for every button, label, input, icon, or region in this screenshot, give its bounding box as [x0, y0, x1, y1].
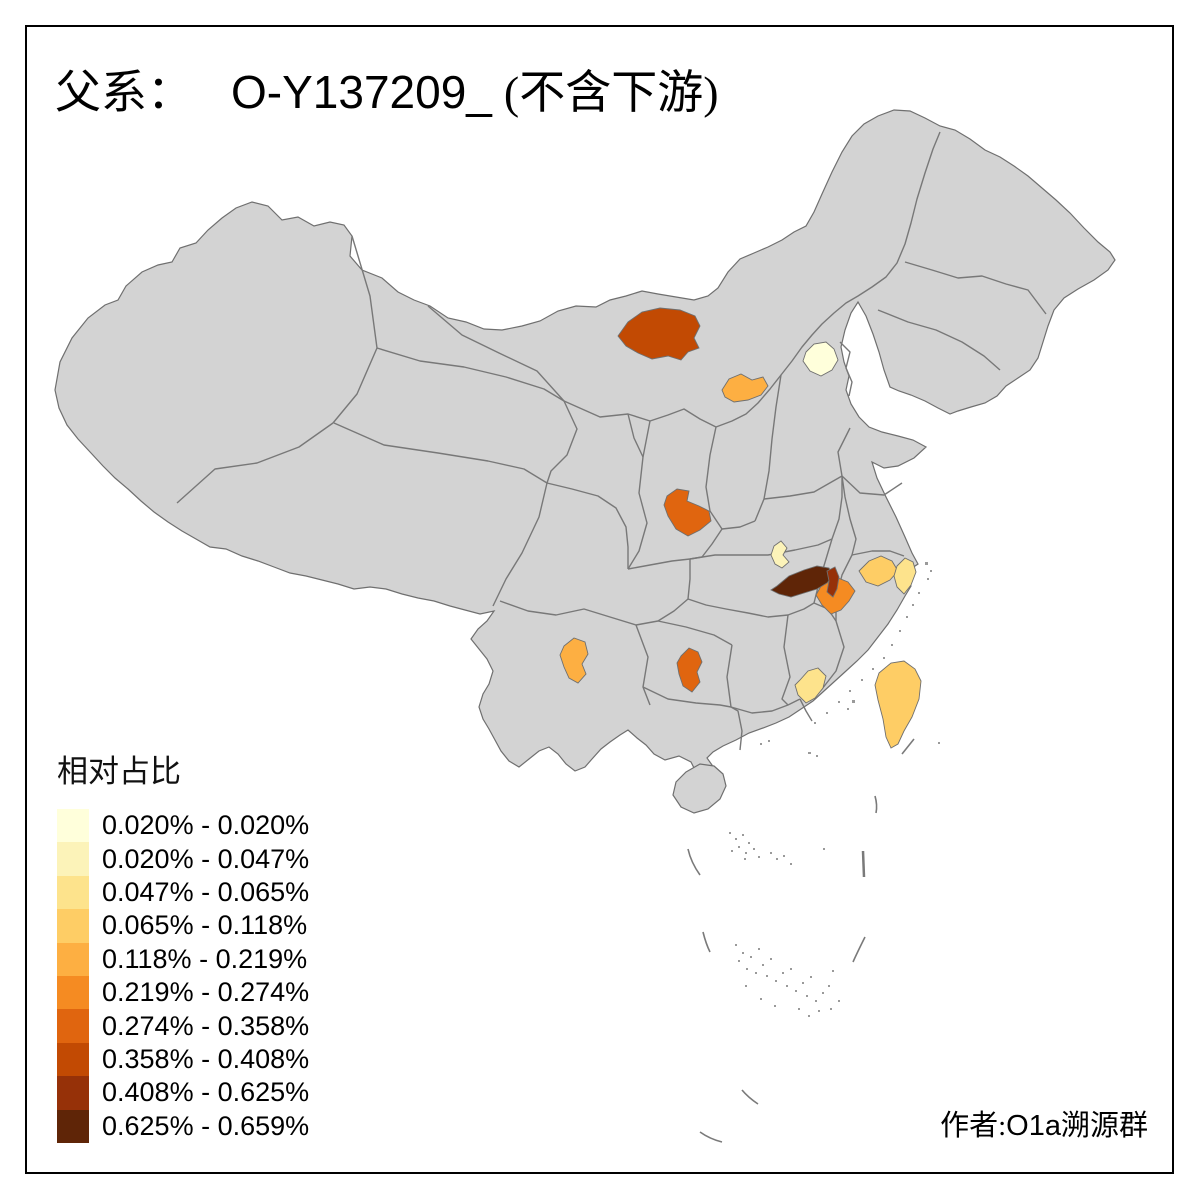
legend-swatch	[57, 909, 89, 943]
legend-item: 0.118% - 0.219%	[57, 942, 309, 976]
legend-item: 0.408% - 0.625%	[57, 1076, 310, 1110]
legend-item: 0.047% - 0.065%	[57, 875, 310, 910]
map-region-yunnan-central	[559, 637, 589, 684]
legend-label: 0.020% - 0.020%	[102, 810, 310, 841]
legend-label: 0.047% - 0.065%	[102, 876, 310, 907]
legend-item: 0.219% - 0.274%	[57, 975, 310, 1010]
map-region-hubei-central-strip	[826, 566, 840, 598]
south-china-sea-islands	[687, 738, 915, 1143]
legend-label: 0.358% - 0.408%	[102, 1043, 310, 1074]
legend-swatch	[57, 1009, 89, 1043]
map-region-guizhou-central	[676, 647, 703, 693]
legend-swatch	[57, 1109, 89, 1143]
legend-item: 0.625% - 0.659%	[57, 1109, 310, 1143]
legend-swatch	[57, 942, 89, 976]
map-region-taiwan	[874, 660, 922, 749]
legend-swatch	[57, 1076, 89, 1110]
legend-label: 0.625% - 0.659%	[102, 1110, 310, 1141]
map-region-inner-mongolia-west	[617, 307, 701, 361]
author-latin: O1a	[1006, 1110, 1061, 1142]
map-region-hubei-northwest-pale	[770, 540, 790, 569]
author-suffix: 溯源群	[1060, 1110, 1148, 1142]
author-prefix: 作者:	[940, 1110, 1007, 1142]
legend-swatch	[57, 842, 89, 876]
legend-label: 0.065% - 0.118%	[102, 910, 308, 941]
china-mainland-shape	[54, 109, 1116, 791]
title-suffix: (不含下游)	[503, 67, 719, 118]
legend-item: 0.020% - 0.020%	[57, 809, 310, 843]
map-region-hubei-west-darkest	[770, 565, 834, 598]
plot-frame	[25, 25, 1174, 1174]
legend-swatch	[57, 975, 89, 1010]
map-title: 父系： O-Y137209_ (不含下游)	[55, 56, 719, 122]
legend-swatch	[57, 1042, 89, 1077]
legend-swatch	[57, 809, 89, 843]
coastal-islands	[760, 562, 940, 757]
map-region-zhejiang-northeast	[893, 557, 917, 595]
legend-label: 0.219% - 0.274%	[102, 977, 310, 1008]
legend-swatch	[57, 875, 89, 910]
map-region-guangdong-east	[794, 667, 827, 704]
map-region-shaanxi-central	[663, 488, 712, 537]
legend-item: 0.065% - 0.118%	[57, 909, 309, 943]
legend-label: 0.274% - 0.358%	[102, 1010, 310, 1041]
legend-label: 0.118% - 0.219%	[102, 943, 308, 974]
legend-label: 0.408% - 0.625%	[102, 1077, 310, 1108]
legend-label: 0.020% - 0.047%	[102, 843, 310, 874]
hainan-island-shape	[672, 763, 727, 814]
legend-title: 相对占比	[57, 754, 181, 789]
choropleth-regions	[559, 307, 922, 749]
legend-item: 0.358% - 0.408%	[57, 1042, 310, 1077]
legend: 相对占比 0.020% - 0.020% 0.020% - 0.047% 0.0…	[57, 746, 309, 1143]
legend-item: 0.020% - 0.047%	[57, 842, 310, 876]
legend-item: 0.274% - 0.358%	[57, 1009, 310, 1043]
author-credit: 作者:O1a溯源群	[940, 1102, 1148, 1144]
map-region-beijing	[802, 341, 839, 377]
map-region-shanxi-north	[721, 373, 769, 403]
title-haplogroup: O-Y137209_	[231, 66, 492, 118]
title-prefix: 父系：	[55, 67, 193, 118]
